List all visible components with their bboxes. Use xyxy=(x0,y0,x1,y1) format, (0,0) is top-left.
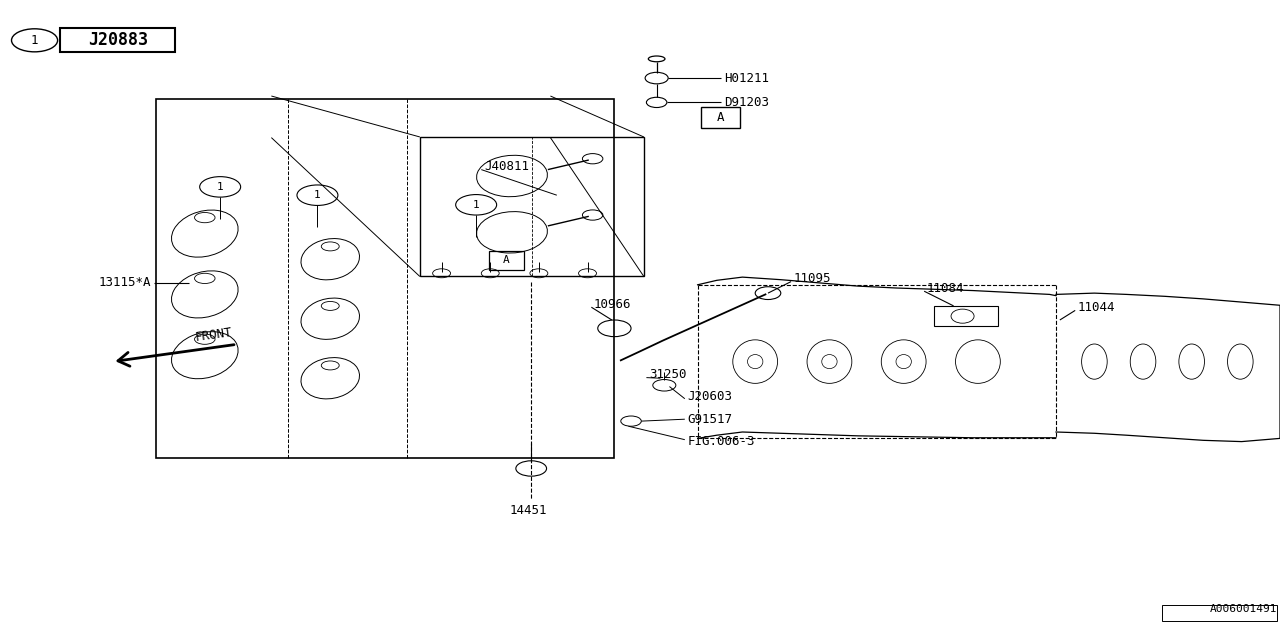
Bar xyxy=(156,99,614,458)
Text: 31250: 31250 xyxy=(649,368,686,381)
Bar xyxy=(489,251,524,270)
Text: J20883: J20883 xyxy=(88,31,147,49)
Text: A006001491: A006001491 xyxy=(1210,604,1277,614)
Text: 13115*A: 13115*A xyxy=(99,276,151,289)
Text: 11084: 11084 xyxy=(927,282,964,294)
Text: J40811: J40811 xyxy=(484,160,529,173)
Bar xyxy=(1162,605,1277,621)
Text: 1: 1 xyxy=(314,190,321,200)
Text: D91203: D91203 xyxy=(724,96,769,109)
Text: J20603: J20603 xyxy=(687,390,732,403)
Text: G91517: G91517 xyxy=(687,413,732,426)
Text: FRONT: FRONT xyxy=(195,326,233,344)
Text: A: A xyxy=(503,255,509,266)
Text: A: A xyxy=(717,111,724,124)
Bar xyxy=(60,28,175,52)
Text: 11095: 11095 xyxy=(794,272,831,285)
Text: 1: 1 xyxy=(31,34,38,47)
Text: 11044: 11044 xyxy=(1078,301,1115,314)
FancyArrowPatch shape xyxy=(118,345,234,366)
Text: 10966: 10966 xyxy=(594,298,631,310)
Text: 1: 1 xyxy=(216,182,224,192)
Bar xyxy=(701,107,740,128)
Text: 1: 1 xyxy=(472,200,480,210)
Bar xyxy=(934,306,998,326)
Text: 14451: 14451 xyxy=(509,504,548,516)
Text: H01211: H01211 xyxy=(724,72,769,84)
Bar xyxy=(420,137,644,276)
Text: FIG.006-3: FIG.006-3 xyxy=(687,435,755,448)
